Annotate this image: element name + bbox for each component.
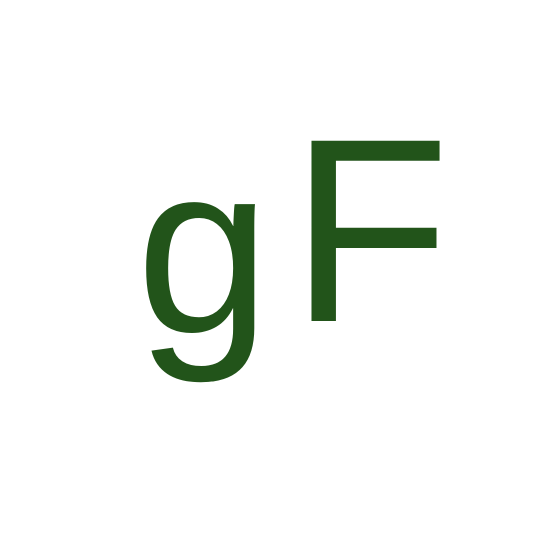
logo-letter-f: F [290, 84, 451, 377]
logo-letter-g: g [136, 114, 271, 384]
